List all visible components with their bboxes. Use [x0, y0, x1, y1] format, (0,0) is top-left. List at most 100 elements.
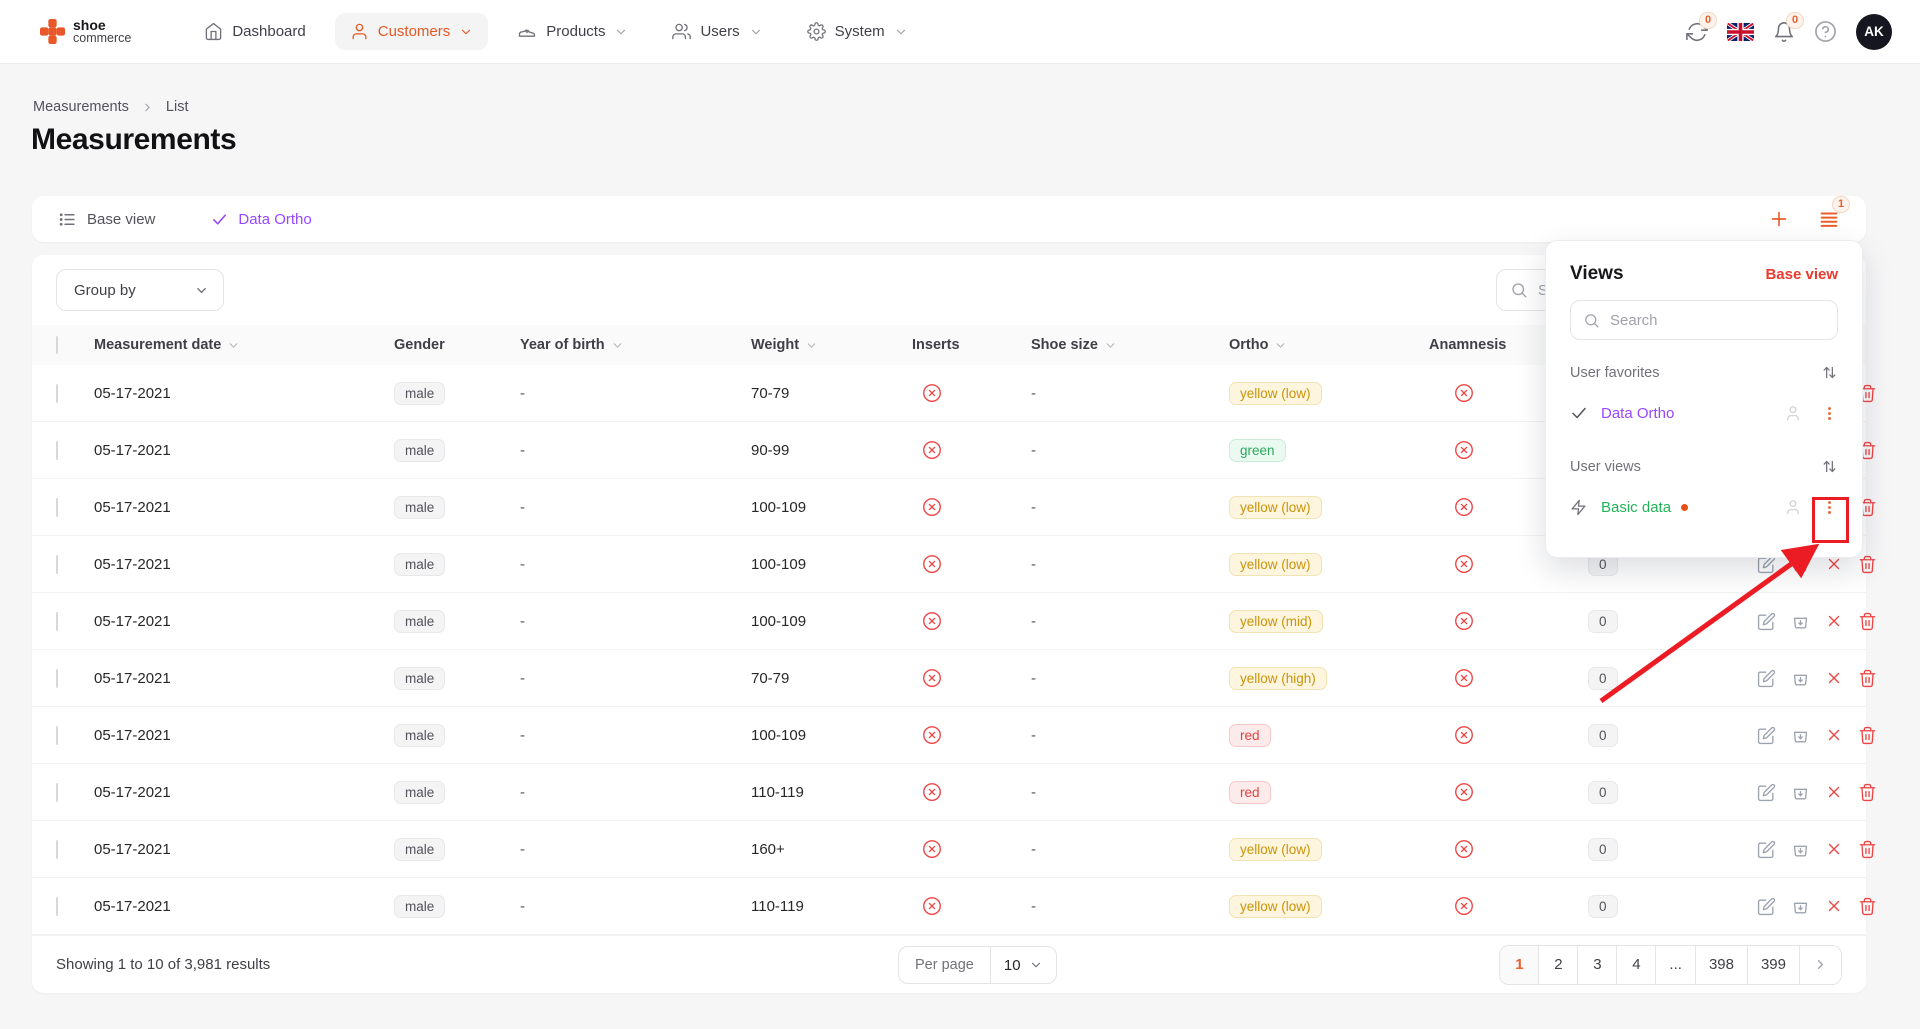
- cancel-button[interactable]: [1825, 612, 1843, 630]
- archive-button[interactable]: [1791, 669, 1810, 688]
- row-checkbox[interactable]: [56, 611, 58, 631]
- archive-button[interactable]: [1791, 726, 1810, 745]
- views-count-badge: 1: [1832, 196, 1851, 213]
- column-header[interactable]: Measurement date: [94, 337, 394, 353]
- edit-button[interactable]: [1757, 726, 1776, 745]
- row-checkbox[interactable]: [56, 554, 58, 574]
- view-item-label[interactable]: Basic data: [1601, 498, 1672, 516]
- archive-button[interactable]: [1791, 897, 1810, 916]
- nav-item-system[interactable]: System: [792, 13, 923, 50]
- breadcrumb-root[interactable]: Measurements: [33, 99, 129, 115]
- table-row[interactable]: 05-17-2021 male - 110-119 - red 0: [32, 764, 1876, 821]
- archive-button[interactable]: [1791, 612, 1810, 631]
- sync-button[interactable]: 0: [1686, 11, 1718, 43]
- sort-icon[interactable]: [1821, 458, 1838, 475]
- edit-button[interactable]: [1757, 612, 1776, 631]
- archive-button[interactable]: [1791, 783, 1810, 802]
- inserts-no-icon: [921, 724, 1031, 746]
- page-button-1[interactable]: 1: [1500, 945, 1540, 984]
- cell-measurement-date: 05-17-2021: [94, 384, 171, 402]
- delete-button[interactable]: [1858, 669, 1877, 688]
- view-item-label[interactable]: Data Ortho: [1601, 404, 1675, 422]
- page-button-3[interactable]: 3: [1578, 945, 1618, 984]
- column-header[interactable]: Weight: [751, 337, 912, 353]
- row-checkbox[interactable]: [56, 668, 58, 688]
- row-checkbox[interactable]: [56, 725, 58, 745]
- per-page-select[interactable]: 10: [991, 947, 1056, 983]
- row-checkbox[interactable]: [56, 497, 58, 517]
- nav-item-dashboard[interactable]: Dashboard: [189, 13, 320, 50]
- delete-button[interactable]: [1858, 612, 1877, 631]
- table-body: 05-17-2021 male - 70-79 - yellow (low) 0: [32, 365, 1876, 935]
- notifications-button[interactable]: 0: [1773, 11, 1805, 43]
- row-checkbox[interactable]: [56, 440, 58, 460]
- cell-weight: 100-109: [751, 726, 807, 744]
- views-panel-button[interactable]: 1: [1818, 196, 1851, 230]
- count-badge: 0: [1588, 894, 1618, 918]
- delete-button[interactable]: [1858, 726, 1877, 745]
- user-avatar[interactable]: AK: [1856, 13, 1892, 50]
- delete-button[interactable]: [1858, 555, 1877, 574]
- row-checkbox[interactable]: [56, 839, 58, 859]
- sort-icon[interactable]: [1821, 364, 1838, 381]
- table-row[interactable]: 05-17-2021 male - 110-119 - yellow (low)…: [32, 878, 1876, 935]
- column-header[interactable]: Shoe size: [1031, 337, 1229, 353]
- page-button-2[interactable]: 2: [1539, 945, 1579, 984]
- page-button-398[interactable]: 398: [1695, 945, 1748, 984]
- row-checkbox[interactable]: [56, 782, 58, 802]
- chevron-down-icon: [614, 25, 628, 39]
- edit-button[interactable]: [1757, 840, 1776, 859]
- help-button[interactable]: [1814, 20, 1837, 43]
- column-header[interactable]: Year of birth: [520, 337, 751, 353]
- nav-item-products[interactable]: Products: [502, 13, 643, 51]
- column-header[interactable]: Ortho: [1229, 337, 1429, 353]
- brand-logo[interactable]: shoe commerce: [40, 17, 131, 46]
- view-item-basic-data[interactable]: Basic data: [1570, 492, 1838, 522]
- row-checkbox[interactable]: [56, 896, 58, 916]
- bell-icon: [1773, 21, 1795, 43]
- cancel-button[interactable]: [1825, 897, 1843, 915]
- next-page-button[interactable]: [1800, 945, 1841, 984]
- base-view-link[interactable]: Base view: [1765, 265, 1838, 283]
- item-menu-icon[interactable]: [1821, 405, 1838, 422]
- edit-button[interactable]: [1757, 669, 1776, 688]
- delete-button[interactable]: [1858, 840, 1877, 859]
- gender-badge: male: [394, 666, 446, 690]
- cancel-button[interactable]: [1825, 840, 1843, 858]
- tab-base-view[interactable]: Base view: [58, 210, 155, 229]
- section-label-user-favorites: User favorites: [1570, 364, 1660, 381]
- table-row[interactable]: 05-17-2021 male - 100-109 - red 0: [32, 707, 1876, 764]
- cancel-button[interactable]: [1825, 555, 1843, 573]
- table-row[interactable]: 05-17-2021 male - 100-109 - yellow (mid)…: [32, 593, 1876, 650]
- anamnesis-no-icon: [1453, 838, 1588, 860]
- archive-button[interactable]: [1791, 840, 1810, 859]
- language-flag-uk[interactable]: [1727, 21, 1754, 42]
- nav-item-users[interactable]: Users: [657, 13, 777, 50]
- edit-button[interactable]: [1757, 897, 1776, 916]
- cell-year-of-birth: -: [520, 726, 525, 744]
- page-button-4[interactable]: 4: [1617, 945, 1657, 984]
- cancel-button[interactable]: [1825, 783, 1843, 801]
- group-by-select[interactable]: Group by: [56, 269, 224, 311]
- row-checkbox[interactable]: [56, 383, 58, 403]
- delete-button[interactable]: [1858, 897, 1877, 916]
- views-popup-title: Views: [1570, 263, 1624, 284]
- view-item-data-ortho[interactable]: Data Ortho: [1570, 398, 1838, 428]
- views-search-input[interactable]: [1610, 311, 1825, 329]
- table-row[interactable]: 05-17-2021 male - 70-79 - yellow (high) …: [32, 650, 1876, 707]
- table-row[interactable]: 05-17-2021 male - 70-79 - yellow (low) 0: [32, 365, 1876, 422]
- nav-item-customers[interactable]: Customers: [334, 13, 489, 50]
- edit-button[interactable]: [1757, 783, 1776, 802]
- page-ellipsis[interactable]: ...: [1656, 945, 1696, 984]
- add-view-button[interactable]: [1768, 208, 1790, 230]
- select-all-checkbox[interactable]: [56, 336, 58, 354]
- item-menu-icon[interactable]: [1821, 499, 1838, 516]
- cancel-button[interactable]: [1825, 726, 1843, 744]
- delete-button[interactable]: [1858, 783, 1877, 802]
- anamnesis-no-icon: [1453, 496, 1588, 518]
- table-row[interactable]: 05-17-2021 male - 100-109 - yellow (low)…: [32, 479, 1876, 536]
- tab-data-ortho[interactable]: Data Ortho: [211, 211, 312, 228]
- page-button-399[interactable]: 399: [1747, 945, 1800, 984]
- table-row[interactable]: 05-17-2021 male - 160+ - yellow (low) 0: [32, 821, 1876, 878]
- cancel-button[interactable]: [1825, 669, 1843, 687]
